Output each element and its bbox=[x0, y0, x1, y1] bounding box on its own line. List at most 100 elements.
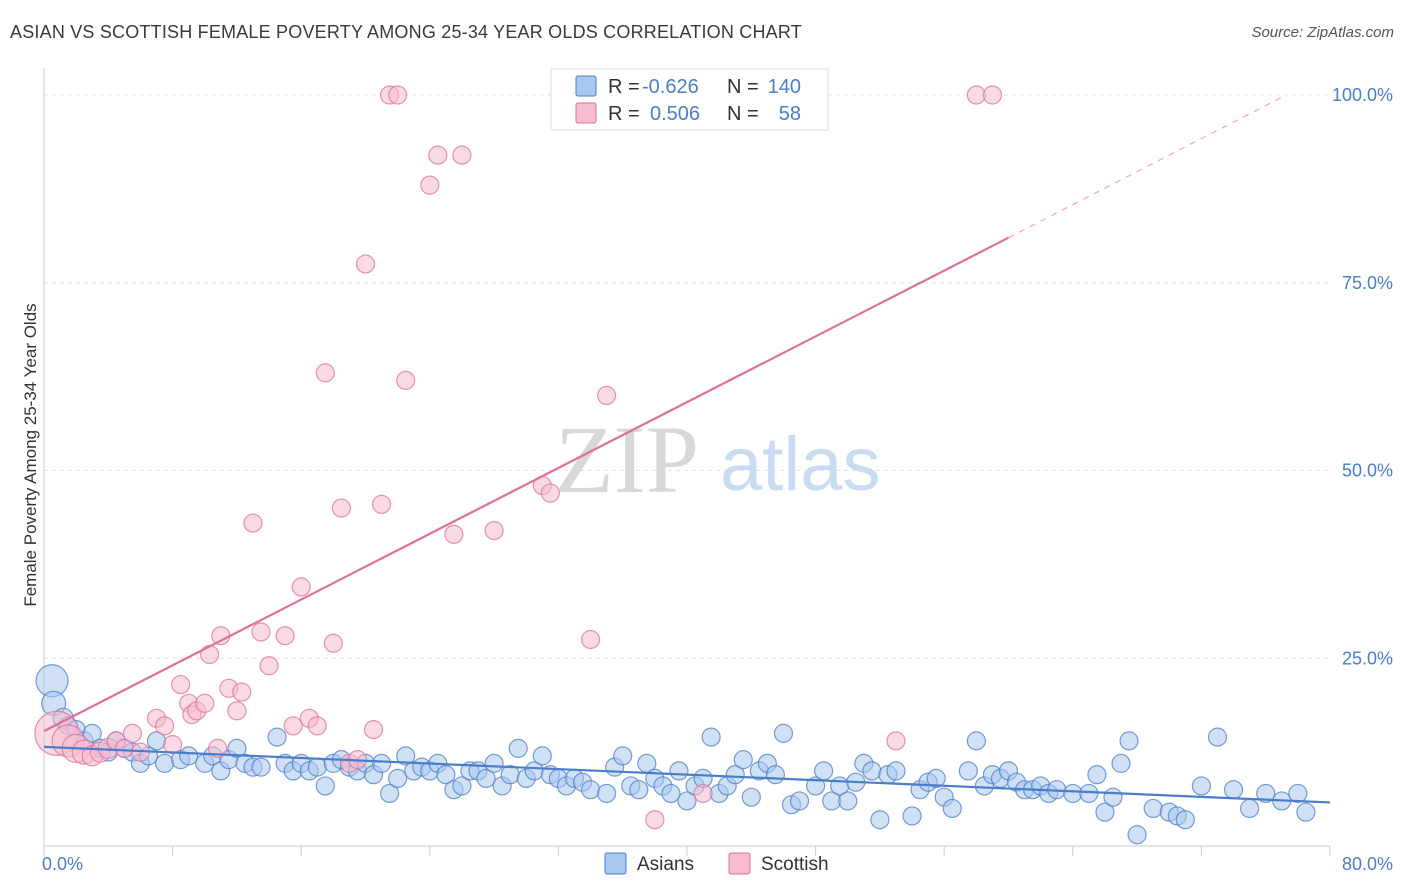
point-asian-132 bbox=[1191, 776, 1212, 796]
point-scottish-18 bbox=[195, 693, 215, 713]
point-scottish-26 bbox=[251, 622, 271, 642]
trend-line-asian bbox=[43, 745, 1331, 804]
point-asian-65 bbox=[580, 780, 601, 800]
point-scottish-38 bbox=[355, 254, 376, 274]
point-asian-79 bbox=[701, 727, 721, 747]
trend-line-scottish bbox=[43, 236, 1010, 733]
point-asian-76 bbox=[677, 791, 697, 811]
point-scottish-29 bbox=[283, 716, 303, 736]
point-asian-82 bbox=[725, 765, 745, 785]
bottom-legend-swatch-scottish bbox=[728, 852, 751, 875]
legend-swatch-scottish bbox=[575, 102, 597, 124]
point-scottish-57 bbox=[982, 85, 1003, 105]
point-asian-68 bbox=[613, 746, 633, 766]
point-asian-120 bbox=[1063, 783, 1083, 804]
point-scottish-20 bbox=[208, 738, 228, 758]
tick-labels: 25.0% 50.0% 75.0% 100.0% 0.0% 80.0% bbox=[42, 85, 1393, 874]
point-scottish-43 bbox=[396, 370, 416, 390]
bottom-legend-swatch-asians bbox=[604, 852, 627, 875]
point-scottish-45 bbox=[428, 145, 448, 165]
watermark-atlas: atlas bbox=[720, 422, 881, 507]
trend-line-scottish-extension bbox=[1008, 96, 1283, 239]
point-asian-133 bbox=[1207, 727, 1228, 747]
point-asian-101 bbox=[886, 761, 906, 781]
legend-r-label-asian: R = bbox=[608, 76, 640, 98]
point-asian-53 bbox=[484, 753, 504, 773]
gridlines bbox=[44, 94, 1330, 659]
legend-r-value-asian: -0.626 bbox=[642, 76, 699, 98]
point-asian-74 bbox=[661, 783, 681, 804]
y-axis-label: Female Poverty Among 25-34 Year Olds bbox=[21, 303, 40, 606]
point-asian-98 bbox=[862, 761, 882, 781]
point-scottish-27 bbox=[259, 656, 279, 676]
point-scottish-52 bbox=[597, 385, 617, 406]
point-asian-47 bbox=[436, 765, 456, 785]
point-scottish-25 bbox=[243, 513, 263, 533]
series-scottish bbox=[34, 85, 1003, 830]
point-scottish-53 bbox=[645, 810, 665, 830]
point-scottish-14 bbox=[171, 674, 191, 695]
point-scottish-12 bbox=[154, 716, 175, 736]
legend-box bbox=[550, 68, 829, 131]
x-tick-label-min: 0.0% bbox=[42, 854, 83, 874]
watermark-zip: ZIP bbox=[555, 406, 699, 513]
point-asian-123 bbox=[1095, 802, 1115, 822]
legend-n-label-asian: N = bbox=[727, 76, 759, 98]
y-tick-label-50: 50.0% bbox=[1342, 461, 1393, 481]
point-asian-31 bbox=[307, 757, 327, 777]
point-asian-39 bbox=[371, 753, 392, 773]
point-scottish-54 bbox=[693, 783, 713, 804]
legend-n-value-scottish: 58 bbox=[779, 103, 801, 125]
point-scottish-48 bbox=[484, 520, 504, 541]
point-asian-40 bbox=[380, 783, 400, 804]
correlation-legend: R = -0.626 N = 140 R = 0.506 N = 58 bbox=[550, 68, 829, 131]
point-asian-32 bbox=[315, 776, 335, 796]
y-tick-label-25: 25.0% bbox=[1342, 648, 1393, 668]
point-asian-126 bbox=[1119, 731, 1139, 751]
point-asian-83 bbox=[733, 750, 753, 770]
chart-title: ASIAN VS SCOTTISH FEMALE POVERTY AMONG 2… bbox=[10, 22, 802, 42]
point-scottish-42 bbox=[388, 85, 408, 105]
point-asian-6 bbox=[82, 723, 102, 743]
point-asian-22 bbox=[227, 738, 247, 758]
point-asian-136 bbox=[1256, 783, 1276, 804]
point-scottish-47 bbox=[452, 145, 472, 165]
point-asian-134 bbox=[1223, 780, 1244, 800]
series-legend: Asians Scottish bbox=[604, 852, 829, 875]
point-scottish-55 bbox=[886, 731, 906, 751]
point-asian-105 bbox=[926, 768, 946, 789]
point-scottish-24 bbox=[232, 682, 252, 702]
point-asian-66 bbox=[597, 783, 617, 804]
point-scottish-32 bbox=[307, 716, 327, 736]
point-asian-17 bbox=[179, 746, 199, 766]
point-scottish-13 bbox=[163, 735, 183, 755]
point-scottish-9 bbox=[122, 723, 143, 743]
point-asian-88 bbox=[773, 723, 794, 743]
point-asian-75 bbox=[669, 761, 689, 781]
point-asian-125 bbox=[1111, 753, 1131, 773]
point-scottish-46 bbox=[444, 524, 464, 544]
point-asian-102 bbox=[902, 806, 922, 826]
legend-r-value-scottish: 0.506 bbox=[650, 103, 700, 125]
point-scottish-21 bbox=[211, 626, 231, 646]
y-tick-label-100: 100.0% bbox=[1332, 85, 1393, 105]
point-asian-131 bbox=[1175, 810, 1195, 830]
point-asian-138 bbox=[1288, 783, 1308, 804]
point-asian-52 bbox=[476, 768, 496, 789]
point-asian-84 bbox=[741, 787, 761, 807]
legend-swatch-asian bbox=[575, 75, 597, 97]
x-tick-label-max: 80.0% bbox=[1342, 854, 1393, 874]
point-asian-108 bbox=[958, 761, 978, 781]
point-asian-107 bbox=[942, 798, 962, 819]
point-asian-26 bbox=[267, 727, 287, 747]
point-asian-70 bbox=[629, 780, 649, 800]
point-scottish-35 bbox=[331, 498, 351, 518]
source-label: Source: ZipAtlas.com bbox=[1251, 24, 1394, 41]
point-scottish-28 bbox=[275, 626, 295, 646]
point-asian-124 bbox=[1103, 787, 1123, 807]
point-scottish-50 bbox=[540, 483, 560, 503]
point-scottish-33 bbox=[315, 363, 335, 383]
trend-lines bbox=[43, 96, 1331, 804]
point-scottish-34 bbox=[323, 633, 343, 653]
